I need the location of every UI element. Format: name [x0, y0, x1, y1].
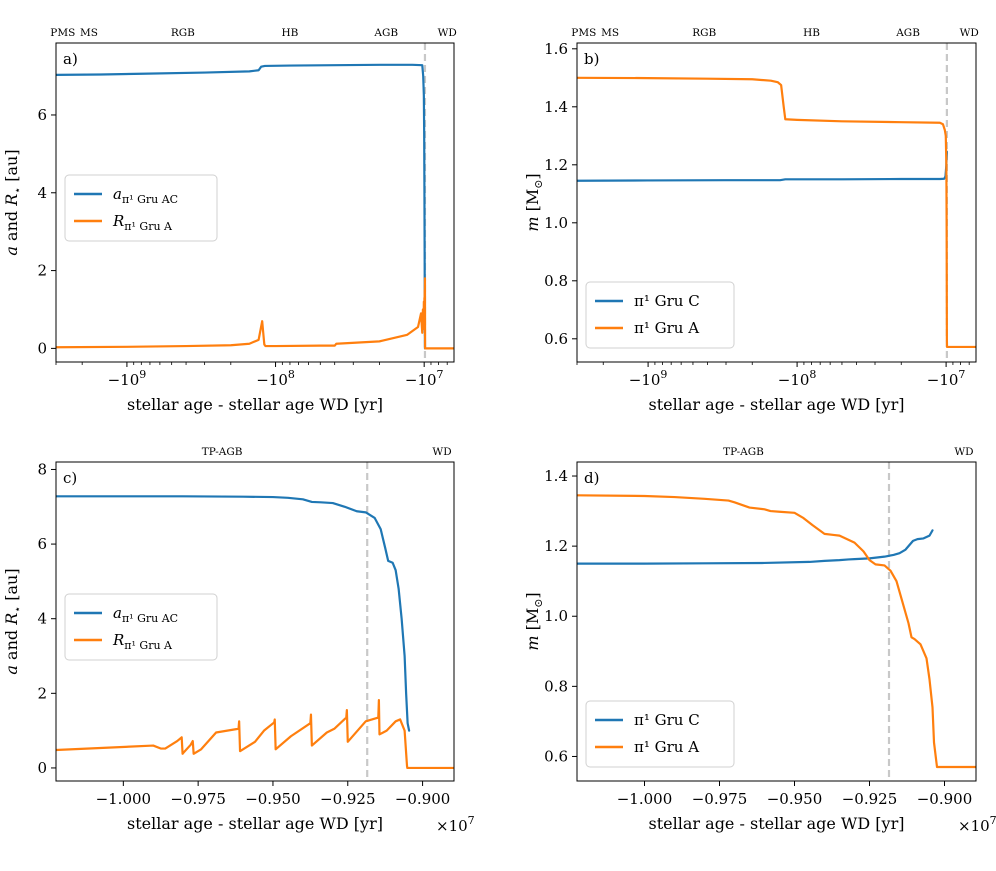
plot-frame [576, 461, 977, 782]
x-axis-label: stellar age - stellar age WD [yr] [127, 395, 383, 414]
legend-entry: π¹ Gru A [634, 319, 699, 337]
y-tick-label: 0.6 [544, 747, 568, 765]
y-tick-label: 2 [37, 262, 47, 280]
stage-label: TP-AGB [202, 446, 243, 458]
y-axis-label: a and R⋆ [au] [2, 149, 24, 255]
y-tick-label: 0.6 [544, 330, 568, 348]
stage-label: MS [601, 27, 619, 39]
x-tick-label: −0.950 [245, 790, 301, 808]
y-tick-label: 1.4 [544, 98, 568, 116]
legend-entry: Rπ¹ Gru A [112, 631, 173, 652]
panel-4: 0.6 0.8 1.0 1.2 1.4 −1.000 −0.975 −0.950 −0.925 −… [523, 446, 996, 835]
plot-frame [55, 42, 455, 363]
x-tick-label: −108 [778, 368, 817, 389]
y-tick-label: 6 [37, 106, 47, 124]
y-tick-label: 4 [37, 184, 47, 202]
x-tick-label: −107 [405, 368, 444, 389]
stage-label: PMS [571, 27, 596, 39]
series-line-blue [577, 529, 934, 565]
y-axis-label: m [M⊙] [523, 592, 545, 650]
x-tick-label: −1.000 [96, 790, 152, 808]
stage-label: RGB [171, 27, 195, 39]
panel-label: a) [63, 50, 78, 68]
panel-label: c) [63, 469, 77, 487]
stage-label: PMS [50, 27, 75, 39]
stage-label: WD [960, 27, 979, 39]
y-tick-label: 0.8 [544, 677, 568, 695]
series-line-blue [577, 150, 948, 182]
legend-entry: Rπ¹ Gru A [112, 212, 173, 233]
legend-entry: π¹ Gru A [634, 738, 699, 756]
panel-3: 0 2 4 6 8 −1.000 −0.975 −0.950 −0.925 −0.900 TP-AG… [2, 446, 475, 835]
stage-label: AGB [373, 27, 398, 39]
x-axis-label: stellar age - stellar age WD [yr] [127, 814, 383, 833]
y-tick-label: 2 [37, 684, 47, 702]
stage-label: AGB [895, 27, 920, 39]
stage-label: WD [438, 27, 457, 39]
panel-2: 0.6 0.8 1.0 1.2 1.4 1.6 −109 −108 −107 PMS MS RGB HB… [523, 27, 979, 414]
y-tick-label: 1.2 [544, 156, 568, 174]
plot-frame [576, 42, 977, 363]
y-tick-label: 4 [37, 610, 47, 628]
y-tick-label: 0.8 [544, 272, 568, 290]
y-tick-label: 1.6 [544, 40, 568, 58]
x-axis-label: stellar age - stellar age WD [yr] [649, 814, 905, 833]
series-line-orange [577, 76, 976, 349]
stage-label: MS [80, 27, 98, 39]
x-tick-label: −0.975 [170, 790, 226, 808]
legend-entry: aπ¹ Gru AC [113, 185, 178, 206]
legend: π¹ Gru C π¹ Gru A [585, 700, 735, 768]
x-tick-label: −0.925 [320, 790, 376, 808]
x-tick-label: −0.925 [842, 790, 898, 808]
stage-label: WD [432, 446, 451, 458]
series-line-orange [577, 494, 976, 769]
y-tick-label: 1.4 [544, 467, 568, 485]
stage-label: HB [282, 27, 299, 39]
y-axis-label: a and R⋆ [au] [2, 568, 24, 674]
panel-1: 0 2 4 6 −109 −108 −107 PMS MS RGB HB AGB WD a) stellar… [2, 27, 457, 414]
y-tick-label: 1.0 [544, 214, 568, 232]
x-tick-label: −107 [927, 368, 966, 389]
x-tick-label: −1.000 [617, 790, 673, 808]
legend-entry: aπ¹ Gru AC [113, 604, 178, 625]
x-offset-label: ×107 [958, 814, 996, 835]
series-line-blue [56, 495, 411, 732]
y-tick-label: 1.2 [544, 537, 568, 555]
x-tick-label: −109 [629, 368, 668, 389]
x-tick-label: −0.950 [767, 790, 823, 808]
legend-box [585, 281, 735, 349]
stage-label: TP-AGB [723, 446, 764, 458]
series-line-orange [56, 277, 454, 350]
legend: aπ¹ Gru AC Rπ¹ Gru A [64, 174, 218, 242]
x-tick-label: −108 [256, 368, 295, 389]
y-tick-label: 6 [37, 535, 47, 553]
plot-frame [55, 461, 455, 782]
x-axis-label: stellar age - stellar age WD [yr] [649, 395, 905, 414]
x-offset-label: ×107 [436, 814, 475, 835]
x-tick-label: −0.900 [917, 790, 973, 808]
series-line-orange [56, 698, 454, 770]
panel-label: d) [584, 469, 599, 487]
panel-label: b) [584, 50, 599, 68]
stage-label: HB [803, 27, 820, 39]
y-tick-label: 1.0 [544, 607, 568, 625]
y-tick-label: 0 [37, 759, 47, 777]
legend: π¹ Gru C π¹ Gru A [585, 281, 735, 349]
legend: aπ¹ Gru AC Rπ¹ Gru A [64, 593, 218, 661]
legend-box [585, 700, 735, 768]
x-tick-label: −0.900 [395, 790, 451, 808]
legend-entry: π¹ Gru C [634, 292, 700, 310]
x-tick-label: −109 [108, 368, 147, 389]
legend-entry: π¹ Gru C [634, 711, 700, 729]
stage-label: RGB [692, 27, 716, 39]
legend-box [64, 174, 218, 242]
y-tick-label: 0 [37, 339, 47, 357]
y-tick-label: 8 [37, 460, 47, 478]
legend-box [64, 593, 218, 661]
y-axis-label: m [M⊙] [523, 173, 545, 231]
stage-label: WD [954, 446, 973, 458]
x-tick-label: −0.975 [692, 790, 748, 808]
series-line-blue [56, 63, 427, 350]
